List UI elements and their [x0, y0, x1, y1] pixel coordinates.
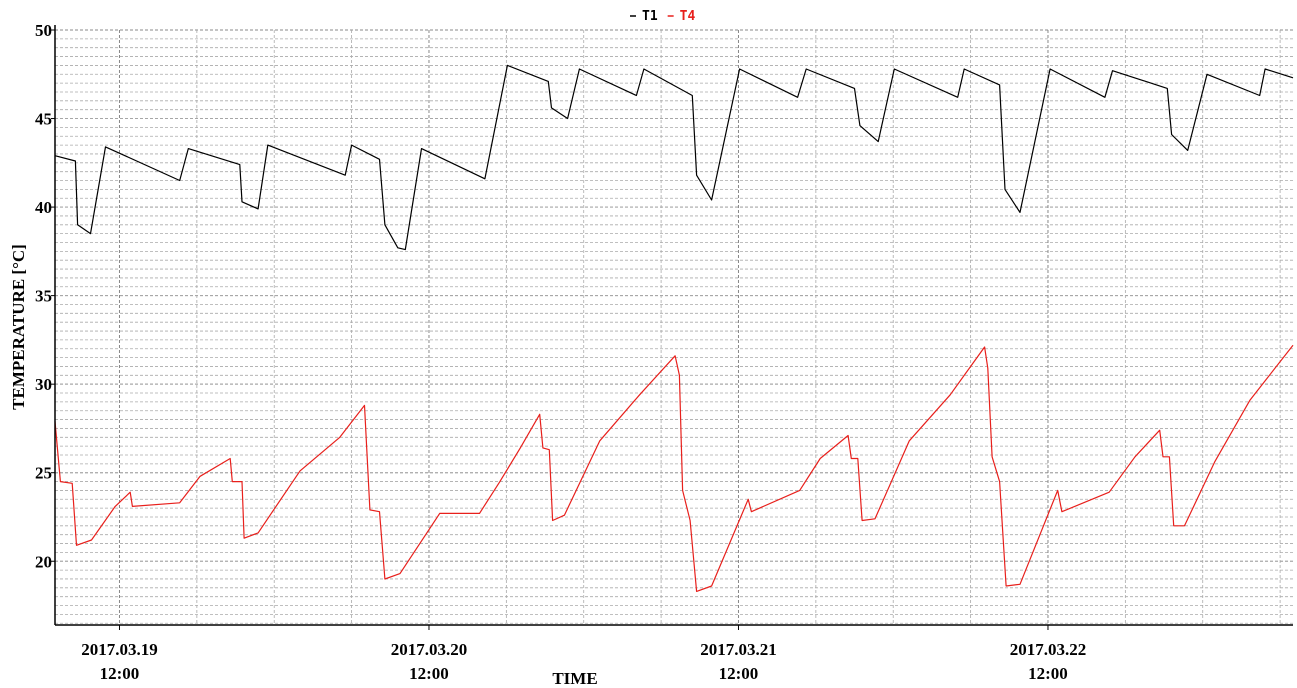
- x-tick-label: 2017.03.20: [391, 640, 468, 659]
- x-tick-label: 2017.03.22: [1010, 640, 1087, 659]
- plot-lines: [54, 64, 1294, 592]
- legend-label: T1: [642, 9, 658, 24]
- legend: T1 T4: [630, 9, 695, 24]
- x-tick-label: 2017.03.19: [81, 640, 158, 659]
- x-tick-label: 2017.03.21: [700, 640, 777, 659]
- series-line: [54, 344, 1294, 592]
- legend-label: T4: [680, 9, 696, 24]
- y-tick-label: 40: [35, 198, 52, 217]
- x-tick-label: 12:00: [719, 664, 759, 683]
- y-tick-label: 20: [35, 552, 52, 571]
- axes: 20 25 30 35 40 45 50 2017.03.19 12:00 2017.03.20 1…: [35, 21, 1293, 683]
- y-tick-label: 25: [35, 464, 52, 483]
- x-tick-label: 12:00: [100, 664, 140, 683]
- x-tick-label: 12:00: [409, 664, 449, 683]
- y-tick-label: 50: [35, 21, 52, 40]
- series-line: [54, 64, 1294, 251]
- y-tick-label: 30: [35, 375, 52, 394]
- grid: [55, 29, 1293, 625]
- x-tick-label: 12:00: [1028, 664, 1068, 683]
- y-axis-label: TEMPERATURE [°C]: [9, 244, 28, 410]
- y-tick-label: 45: [35, 110, 52, 129]
- y-tick-label: 35: [35, 287, 52, 306]
- x-axis-label: TIME: [552, 669, 597, 688]
